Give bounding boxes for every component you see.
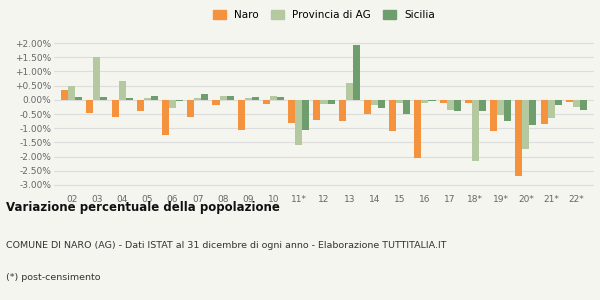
Bar: [346, 83, 353, 100]
Text: COMUNE DI NARO (AG) - Dati ISTAT al 31 dicembre di ogni anno - Elaborazione TUTT: COMUNE DI NARO (AG) - Dati ISTAT al 31 d…: [6, 241, 446, 250]
Bar: [472, 100, 479, 161]
Bar: [169, 100, 176, 108]
Bar: [245, 98, 252, 100]
Bar: [194, 98, 202, 100]
Bar: [554, 100, 562, 106]
Bar: [125, 98, 133, 100]
Bar: [86, 100, 94, 112]
Bar: [479, 100, 486, 111]
Bar: [454, 100, 461, 111]
Bar: [389, 100, 396, 131]
Bar: [403, 100, 410, 114]
Bar: [212, 100, 220, 106]
Bar: [523, 100, 529, 149]
Bar: [338, 100, 346, 121]
Bar: [446, 100, 454, 110]
Bar: [176, 100, 183, 101]
Bar: [302, 100, 310, 130]
Bar: [151, 96, 158, 100]
Legend: Naro, Provincia di AG, Sicilia: Naro, Provincia di AG, Sicilia: [210, 7, 438, 23]
Bar: [288, 100, 295, 122]
Bar: [573, 100, 580, 107]
Bar: [378, 100, 385, 108]
Text: Variazione percentuale della popolazione: Variazione percentuale della popolazione: [6, 202, 280, 214]
Bar: [428, 100, 436, 101]
Bar: [353, 44, 360, 100]
Text: (*) post-censimento: (*) post-censimento: [6, 274, 101, 283]
Bar: [277, 97, 284, 100]
Bar: [541, 100, 548, 124]
Bar: [144, 98, 151, 100]
Bar: [162, 100, 169, 135]
Bar: [187, 100, 194, 117]
Bar: [504, 100, 511, 121]
Bar: [119, 81, 125, 100]
Bar: [465, 100, 472, 103]
Bar: [313, 100, 320, 120]
Bar: [112, 100, 119, 117]
Bar: [490, 100, 497, 131]
Bar: [94, 57, 100, 100]
Bar: [415, 100, 421, 158]
Bar: [320, 100, 328, 104]
Bar: [421, 100, 428, 103]
Bar: [68, 85, 75, 100]
Bar: [566, 100, 573, 102]
Bar: [580, 100, 587, 110]
Bar: [295, 100, 302, 145]
Bar: [497, 100, 504, 116]
Bar: [328, 100, 335, 104]
Bar: [61, 90, 68, 100]
Bar: [137, 100, 144, 111]
Bar: [548, 100, 554, 118]
Bar: [75, 97, 82, 100]
Bar: [396, 100, 403, 103]
Bar: [364, 100, 371, 114]
Bar: [270, 96, 277, 100]
Bar: [440, 100, 446, 103]
Bar: [252, 97, 259, 100]
Bar: [263, 100, 270, 104]
Bar: [238, 100, 245, 130]
Bar: [202, 94, 208, 100]
Bar: [100, 97, 107, 100]
Bar: [371, 100, 378, 106]
Bar: [220, 96, 227, 100]
Bar: [529, 100, 536, 125]
Bar: [227, 96, 233, 100]
Bar: [515, 100, 523, 176]
